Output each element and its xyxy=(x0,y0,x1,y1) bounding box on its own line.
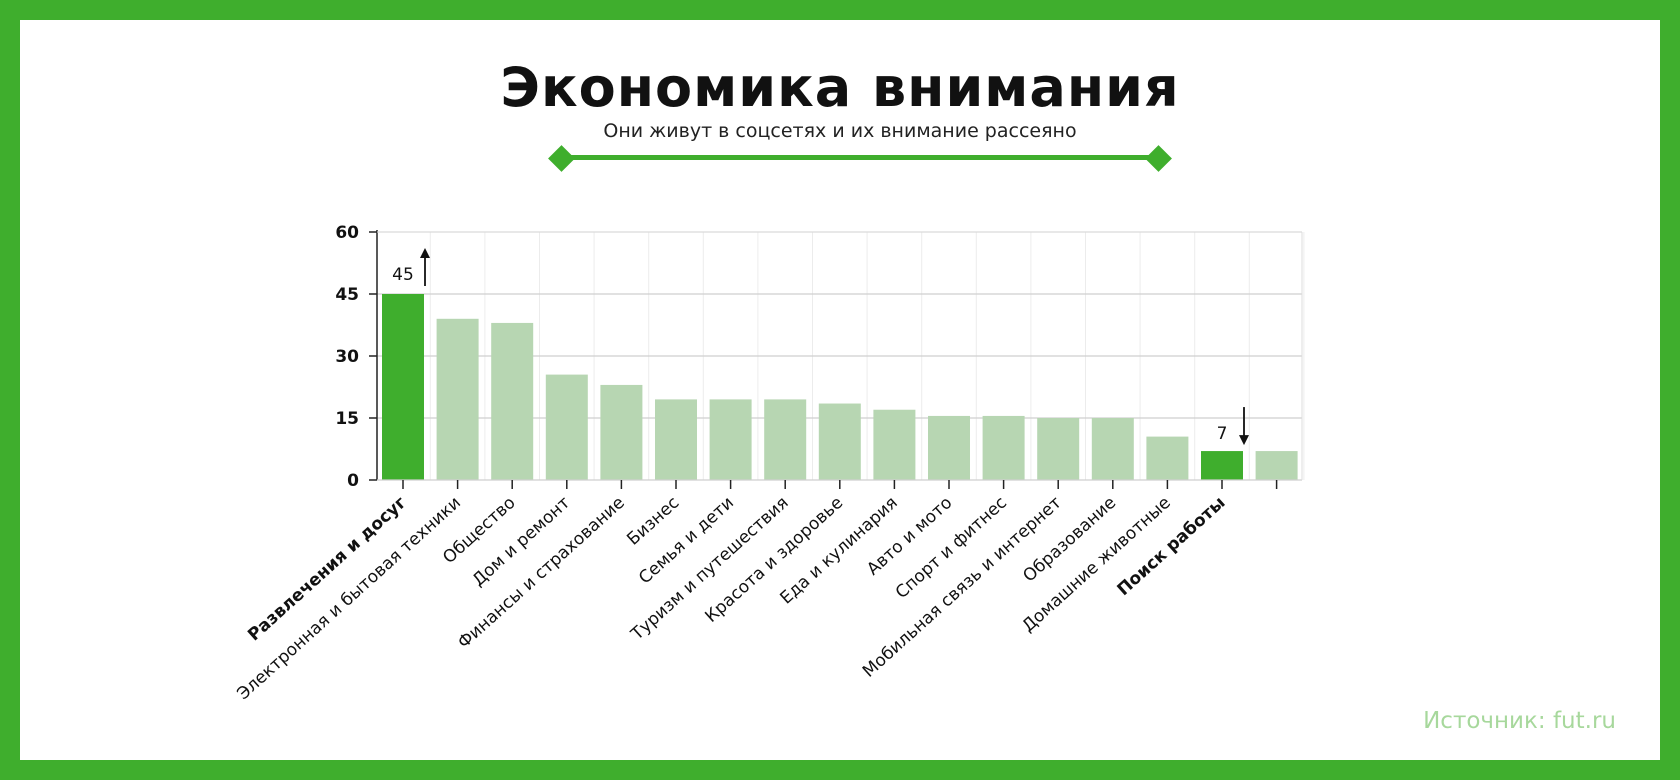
title-divider xyxy=(562,155,1158,160)
bar xyxy=(491,322,534,480)
y-tick-label: 45 xyxy=(335,285,359,305)
bar xyxy=(1091,418,1134,480)
source-value: fut.ru xyxy=(1552,708,1616,734)
chart-subtitle: Они живут в соцсетях и их внимание рассе… xyxy=(603,120,1077,142)
source-note: Источник: fut.ru xyxy=(1423,708,1616,734)
x-category-label: Образование xyxy=(1019,493,1120,587)
bar xyxy=(818,403,861,480)
down-arrow-head-icon xyxy=(1239,435,1249,446)
bar xyxy=(928,415,970,480)
bar xyxy=(1146,436,1189,480)
source-label: Источник: xyxy=(1423,708,1546,734)
bar xyxy=(1201,451,1243,480)
chart-title: Экономика внимания xyxy=(500,56,1180,119)
y-tick-label: 15 xyxy=(335,409,359,429)
bar xyxy=(764,399,807,480)
x-category-label: Семья и дети xyxy=(635,493,738,588)
x-category-label: Мобильная связь и интернет xyxy=(859,493,1066,682)
bar xyxy=(1037,418,1080,480)
up-arrow-head-icon xyxy=(420,248,430,258)
bar xyxy=(1255,451,1298,480)
y-tick-label: 0 xyxy=(347,471,359,491)
x-category-label: Электронная и бытовая техники xyxy=(233,493,464,704)
bar xyxy=(600,384,643,480)
x-category-label: Дом и ремонт xyxy=(469,493,574,591)
data-label: 7 xyxy=(1217,424,1228,444)
y-tick-label: 30 xyxy=(335,347,359,367)
bar xyxy=(873,409,916,480)
bar xyxy=(655,399,697,480)
bar xyxy=(382,294,424,480)
data-label: 45 xyxy=(392,265,414,285)
page-frame: Экономика внимания Они живут в соцсетях … xyxy=(20,20,1660,760)
bar xyxy=(982,415,1025,480)
bar xyxy=(545,374,588,480)
bar xyxy=(709,399,752,480)
bar xyxy=(436,318,479,480)
y-tick-label: 60 xyxy=(335,223,359,243)
